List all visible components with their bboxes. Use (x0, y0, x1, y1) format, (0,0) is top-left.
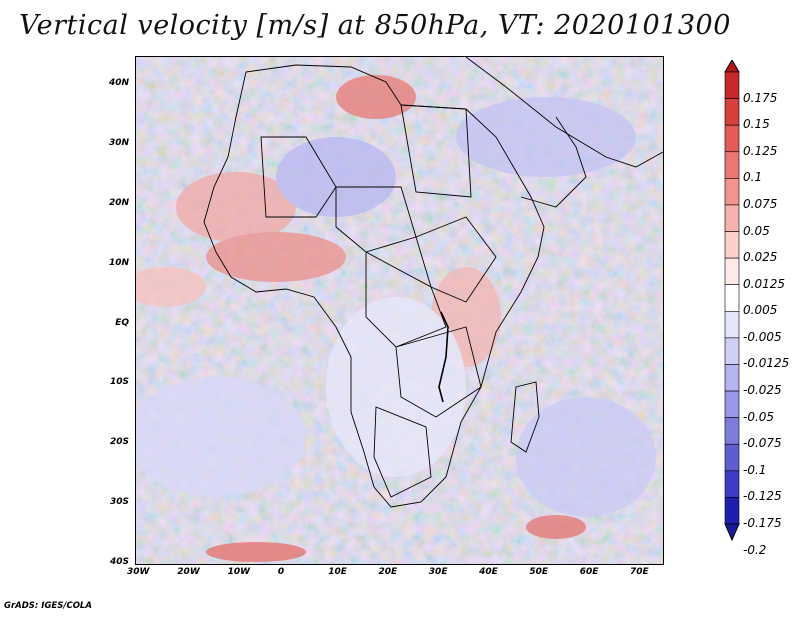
lat-tick-label: 20S (109, 437, 129, 448)
country-borders (203, 57, 663, 508)
map-plot-area (135, 56, 664, 565)
legend-label: 0.125 (743, 143, 778, 158)
legend-swatch (724, 71, 740, 99)
legend-label: 0.15 (743, 117, 770, 132)
legend-label: -0.05 (743, 409, 775, 424)
map-title: Vertical velocity [m/s] at 850hPa, VT: 2… (19, 10, 731, 41)
legend-swatch (724, 257, 740, 286)
legend-swatch (724, 337, 740, 365)
velocity-field-map (136, 57, 663, 564)
legend-label: -0.0125 (743, 356, 790, 371)
legend-label: 0.075 (743, 196, 778, 211)
legend-bottom-arrow (724, 523, 740, 542)
legend-swatch (724, 497, 740, 525)
legend-swatch (724, 364, 740, 392)
legend-label: 0.025 (743, 250, 778, 265)
legend-label: -0.175 (743, 516, 782, 530)
lat-tick-label: 30N (108, 137, 129, 148)
lat-tick-label: 40N (108, 78, 129, 88)
legend-label: 0.05 (743, 223, 770, 238)
lon-tick-label: 60E (579, 567, 599, 577)
color-legend (724, 60, 740, 542)
legend-swatch (724, 470, 740, 498)
legend-label: 0.005 (743, 303, 778, 318)
lat-tick-label: 10N (108, 257, 129, 268)
legend-label: -0.075 (743, 436, 782, 451)
lat-tick-label: EQ (115, 317, 129, 328)
lon-tick-label: 20E (378, 567, 398, 577)
lon-tick-label: 50E (529, 567, 549, 577)
legend-swatch (724, 310, 740, 339)
legend-label: -0.125 (743, 489, 782, 504)
legend-swatch (724, 284, 740, 312)
legend-label: -0.005 (743, 329, 782, 344)
legend-swatch (724, 417, 740, 445)
legend-top-arrow (724, 60, 740, 73)
legend-label: 0.1 (743, 170, 763, 185)
madagascar (510, 381, 540, 453)
lat-tick-label: 20N (108, 197, 129, 208)
legend-swatch (724, 390, 740, 418)
lon-tick-label: 10W (227, 567, 251, 577)
legend-swatch (724, 151, 740, 179)
legend-swatch (724, 204, 740, 232)
legend-swatch (724, 178, 740, 206)
legend-label: -0.2 (743, 542, 767, 557)
legend-swatch (724, 443, 740, 472)
lat-tick-label: 10S (109, 377, 129, 388)
lon-tick-label: 20W (177, 567, 200, 577)
legend-label: 0.175 (743, 90, 778, 105)
lon-tick-label: 30W (127, 567, 150, 577)
legend-swatch (724, 124, 740, 153)
velocity-patches (136, 75, 656, 562)
legend-label: -0.1 (743, 462, 767, 477)
legend-swatch (724, 231, 740, 259)
legend-label: -0.025 (743, 383, 782, 398)
footer-credit: GrADS: IGES/COLA (4, 601, 92, 611)
lon-tick-label: 10E (328, 567, 347, 577)
legend-label: 0.0125 (743, 276, 785, 291)
lat-tick-label: 30S (109, 497, 129, 508)
legend-swatch (724, 98, 740, 126)
lon-tick-label: 70E (630, 567, 649, 577)
lat-tick-label: 40S (109, 557, 129, 567)
lon-tick-label: 0 (277, 567, 285, 577)
lon-tick-label: 40E (479, 567, 498, 577)
lon-tick-label: 30E (428, 567, 448, 577)
